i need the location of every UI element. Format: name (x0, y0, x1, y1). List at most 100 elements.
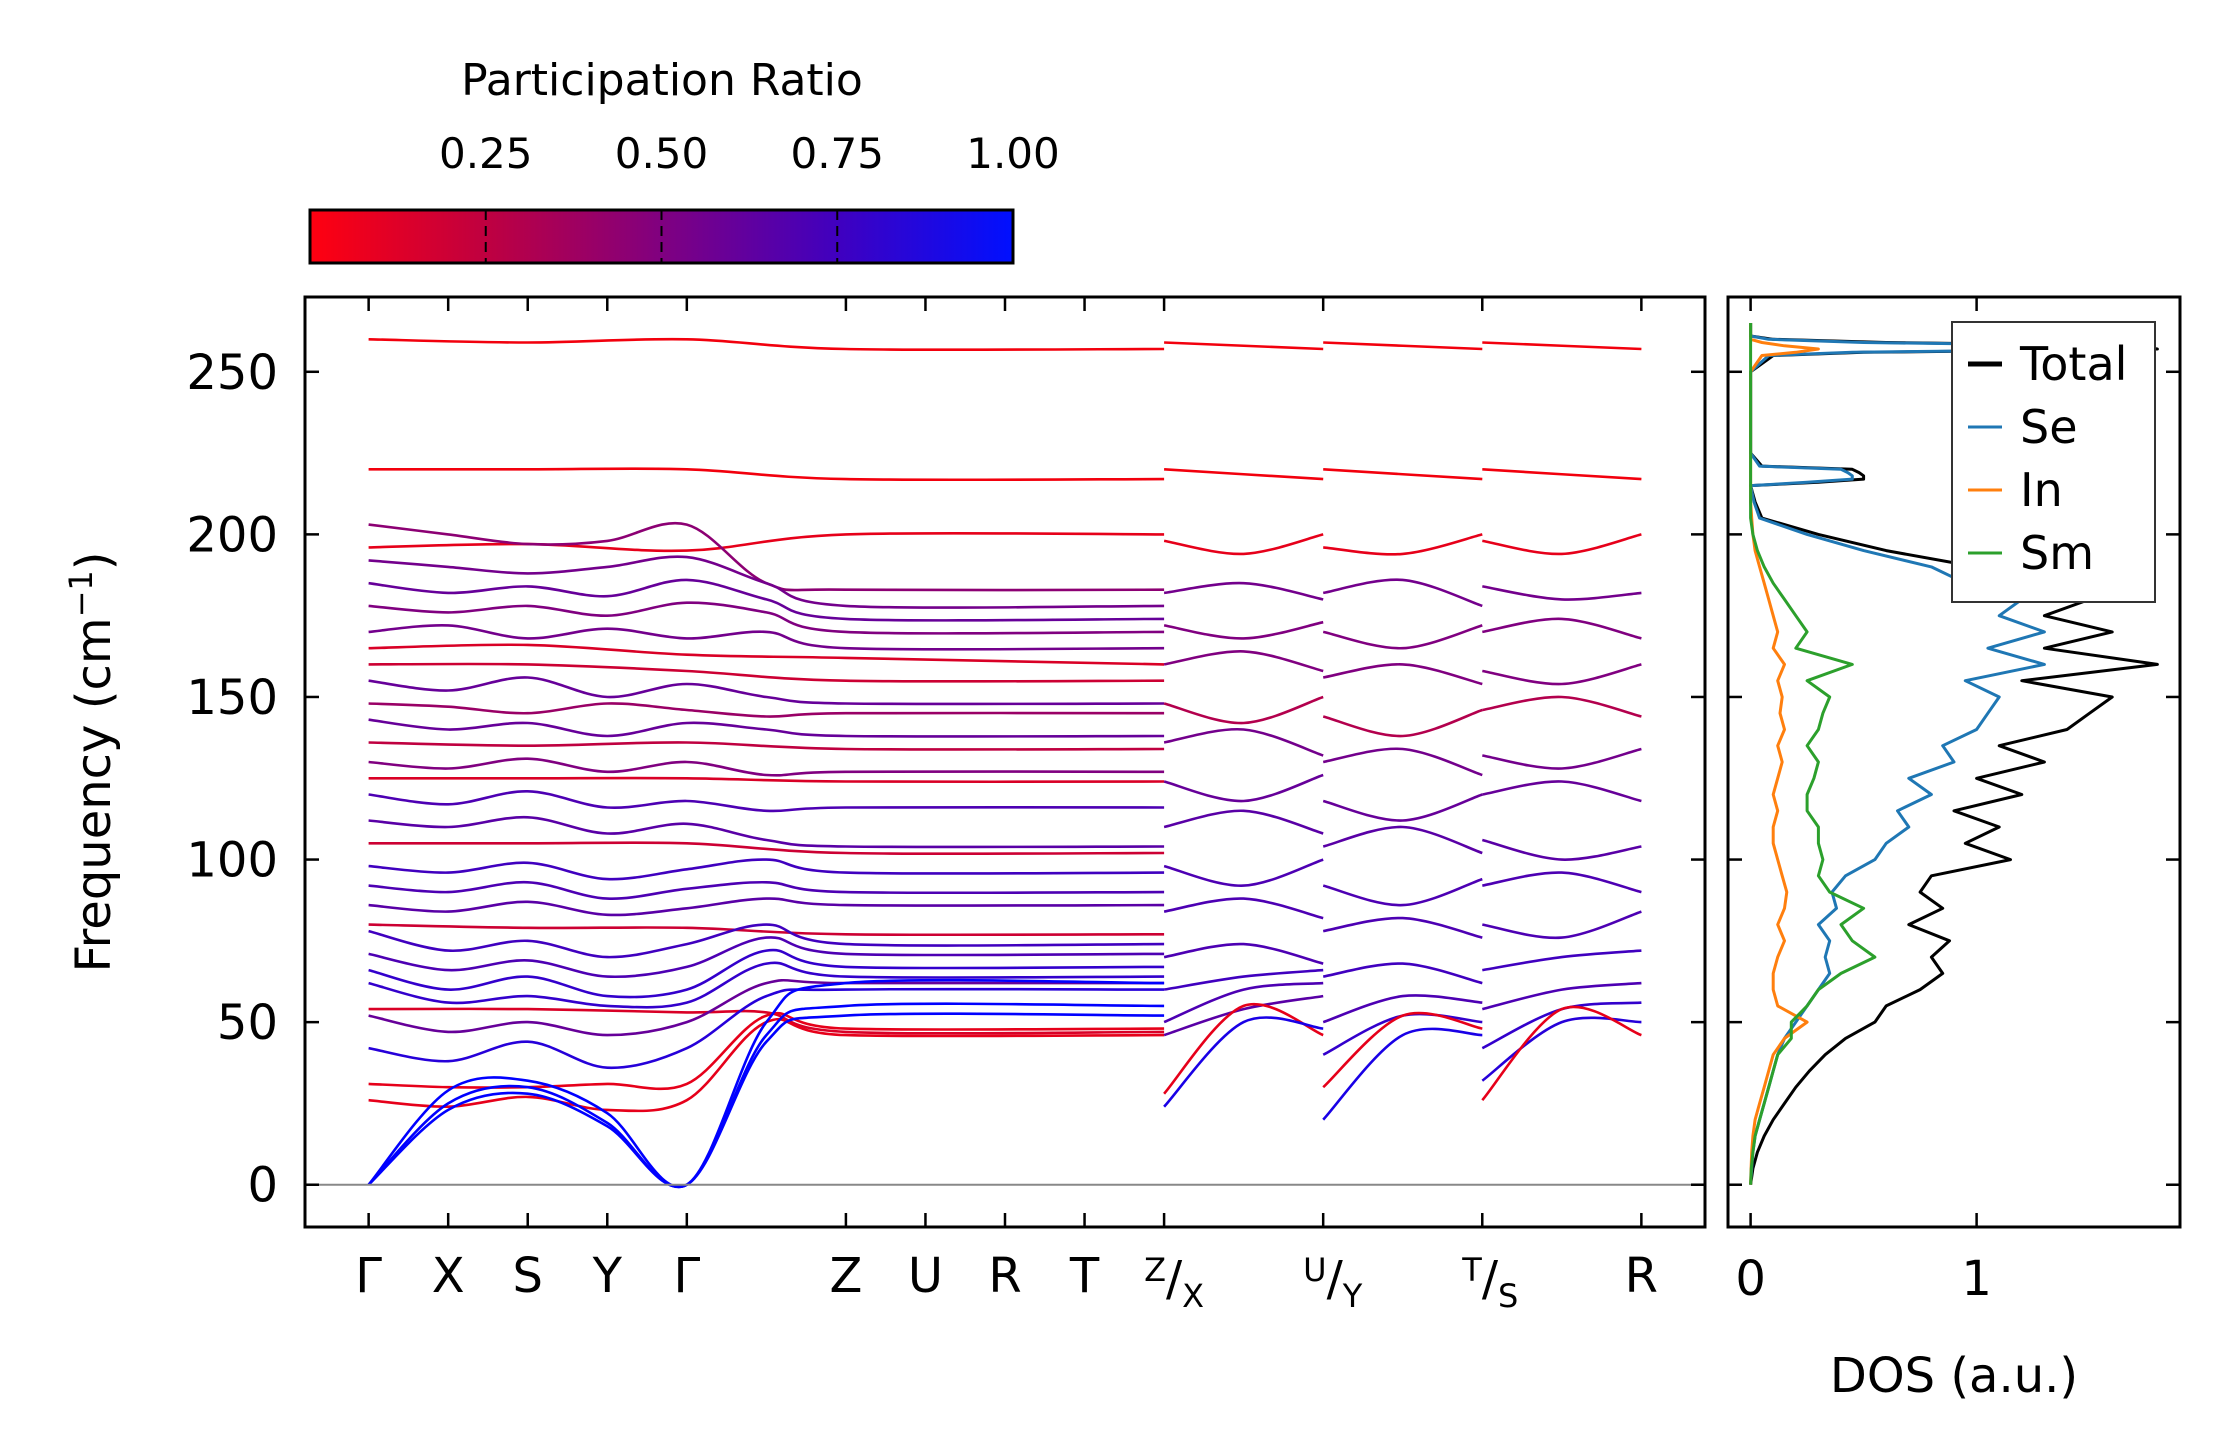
x-tick-label-pair: Z/X (1144, 1251, 1204, 1315)
dos-lines (1749, 323, 2159, 1185)
band-ts-80 (1482, 910, 1642, 940)
dos-series-sm (1749, 323, 1877, 1185)
band-low-42 (368, 987, 1165, 1070)
band-high-203 (368, 521, 1165, 592)
band-low-54 (368, 1007, 1165, 1035)
y-axis-label-sup: −1 (62, 570, 100, 617)
band-low-30 (368, 1011, 1165, 1091)
dos-x-tick-label: 1 (1961, 1251, 1992, 1307)
band-zx-84 (1163, 897, 1324, 920)
band-zx-124 (1163, 773, 1324, 803)
band-low-66 (368, 948, 1165, 999)
band-uy-144 (1322, 708, 1483, 738)
band-uy-64 (1322, 962, 1483, 985)
band-uy-78 (1322, 916, 1483, 939)
band-mid-130 (368, 757, 1165, 777)
band-mid-98 (368, 858, 1165, 881)
band-mid-105 (368, 841, 1165, 856)
band-ts-146 (1482, 695, 1642, 718)
band-zx-46 (1163, 994, 1324, 1037)
band-low-86 (368, 897, 1165, 917)
band-optic-220 (368, 467, 1165, 482)
colorbar-tick-label: 1.00 (966, 129, 1060, 178)
legend: Total Se In Sm (1951, 321, 2156, 603)
band-ts-26 (1481, 1005, 1642, 1102)
band-mid-92 (368, 880, 1165, 900)
band-zx-182 (1163, 581, 1324, 601)
band-uy-220 (1323, 468, 1483, 481)
band-low-51 (368, 978, 1165, 1037)
band-high-178 (368, 601, 1165, 635)
legend-label-se: Se (2020, 400, 2078, 454)
band-uy-104 (1322, 825, 1483, 855)
colorbar-ticks: 0.25 0.50 0.75 1.00 (439, 129, 1060, 263)
colorbar-tick-label: 0.25 (439, 129, 533, 178)
band-zx-148 (1163, 695, 1324, 725)
band-zx-110 (1163, 809, 1324, 835)
band-ts-106 (1481, 838, 1642, 861)
band-uy-50 (1322, 994, 1483, 1024)
x-tick-label: Y (592, 1248, 623, 1304)
legend-label-sm: Sm (2020, 526, 2094, 580)
band-zx-70 (1163, 942, 1324, 965)
band-uy-200 (1323, 533, 1483, 556)
band-zx-98 (1163, 858, 1324, 887)
band-mid-155 (368, 676, 1165, 706)
band-zx-60 (1163, 968, 1324, 991)
band-low-71 (368, 936, 1165, 979)
band-uy-118 (1322, 793, 1483, 822)
band-ts-120 (1482, 780, 1642, 803)
band-ts-182 (1482, 585, 1642, 601)
band-uy-top (1323, 341, 1483, 351)
band-mid-148 (368, 702, 1165, 718)
x-tick-label: X (432, 1248, 465, 1304)
x-tick-label: Z (829, 1248, 862, 1304)
band-zx-160 (1163, 650, 1324, 673)
band-low-77 (368, 923, 1165, 959)
dos-x-axis-label: DOS (a.u.) (1830, 1348, 2078, 1404)
x-tick-label-sup: Z (1144, 1251, 1166, 1289)
band-zx-28 (1163, 1002, 1324, 1095)
band-ts-66 (1482, 949, 1642, 972)
x-tick-label-sup: T (1461, 1251, 1482, 1289)
x-tick-label-slash: / (1166, 1251, 1183, 1307)
band-zx-136 (1163, 727, 1324, 757)
colorbar: Participation Ratio 0.25 0.50 0.75 1.00 (308, 55, 1060, 265)
band-high-185 (368, 578, 1165, 622)
x-tick-label-sup: U (1303, 1251, 1326, 1289)
colorbar-tick-label: 0.50 (615, 129, 709, 178)
band-mid-112 (368, 815, 1165, 849)
band-low-80 (368, 923, 1165, 937)
band-mid-143 (368, 718, 1165, 738)
band-uy-20 (1322, 1027, 1483, 1121)
y-tick-label: 50 (217, 995, 278, 1051)
band-high-170 (368, 623, 1165, 651)
y-tick-label: 0 (247, 1158, 278, 1214)
band-zx-24 (1163, 1016, 1324, 1108)
x-tick-label-slash: / (1482, 1251, 1499, 1307)
band-zx-200 (1163, 533, 1324, 556)
x-tick-label: S (512, 1248, 542, 1304)
x-axis-ticks: Γ X S Y Γ Z U R T Z/XU/YT/S R (355, 297, 1658, 1315)
band-zx-172 (1163, 620, 1324, 640)
dos-frame (1726, 295, 2182, 1229)
band-uy-156 (1322, 663, 1483, 686)
dos-series-in (1749, 323, 1820, 1185)
y-axis-label-main: Frequency (cm (66, 617, 122, 972)
legend-frame (1951, 321, 2156, 603)
x-tick-label-sub: X (1182, 1277, 1204, 1315)
colorbar-title: Participation Ratio (461, 55, 863, 106)
band-ts-132 (1482, 747, 1642, 770)
x-tick-label: U (908, 1248, 943, 1304)
band-mid-120 (368, 789, 1165, 813)
band-ts-170 (1482, 617, 1642, 640)
band-high-200 (368, 531, 1165, 553)
x-tick-label-sub: S (1498, 1277, 1518, 1315)
y-tick-label: 150 (186, 670, 278, 726)
x-tick-label-sub: Y (1342, 1277, 1363, 1315)
x-tick-label: R (1625, 1248, 1658, 1304)
